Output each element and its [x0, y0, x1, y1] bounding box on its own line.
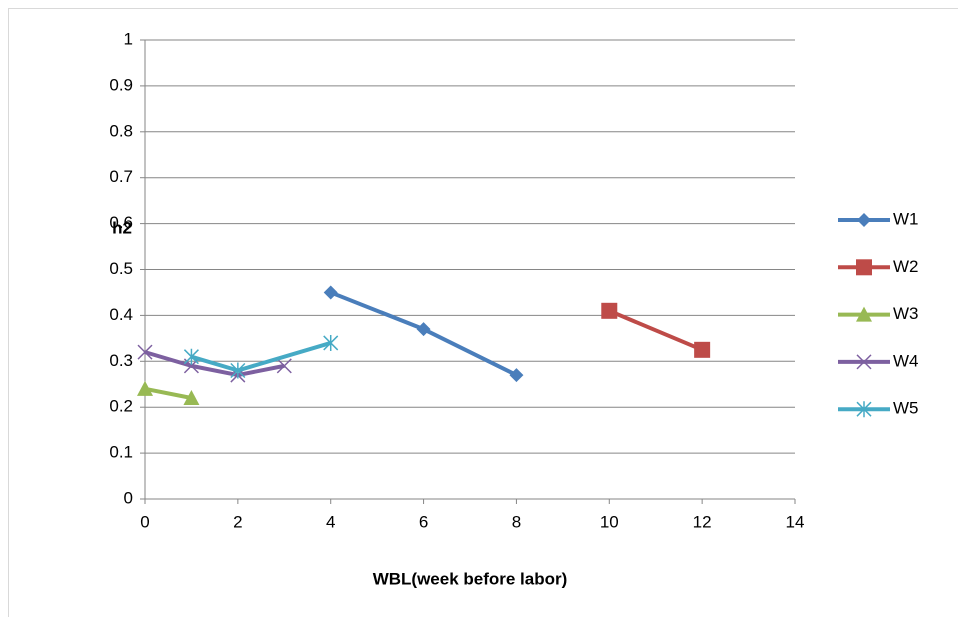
y-tick-label: 1: [124, 29, 133, 48]
y-tick-label: 0.6: [109, 213, 133, 232]
marker: [694, 341, 711, 358]
marker: [601, 302, 618, 319]
series-line: [190, 341, 332, 373]
y-tick-label: 0.7: [109, 167, 133, 186]
x-tick-label: 10: [600, 512, 619, 531]
marker: [137, 344, 153, 360]
y-tick-label: 0.4: [109, 305, 133, 324]
x-tick-label: 6: [419, 512, 428, 531]
series-line: [608, 308, 703, 352]
series-line: [144, 350, 285, 378]
legend-label: W2: [893, 257, 919, 276]
marker: [857, 213, 871, 227]
series-line: [144, 386, 192, 400]
y-tick-label: 0.9: [109, 75, 133, 94]
marker: [183, 348, 199, 365]
marker: [856, 354, 872, 370]
y-tick-label: 0.5: [109, 259, 133, 278]
x-tick-label: 0: [140, 512, 149, 531]
marker: [137, 380, 153, 396]
marker: [856, 306, 872, 322]
y-tick-label: 0.1: [109, 443, 133, 462]
legend-label: W4: [893, 351, 919, 370]
x-axis-label: WBL(week before labor): [373, 569, 568, 588]
y-axis-label: h2: [112, 218, 132, 237]
marker: [323, 334, 339, 351]
marker: [183, 390, 200, 406]
marker: [276, 358, 292, 374]
y-tick-label: 0.3: [109, 351, 133, 370]
marker: [509, 368, 524, 383]
y-tick-label: 0.8: [109, 121, 133, 140]
y-tick-label: 0.2: [109, 397, 133, 416]
x-tick-label: 4: [326, 512, 335, 531]
marker: [856, 259, 872, 276]
legend-label: W1: [893, 209, 919, 228]
y-tick-label: 0: [124, 488, 133, 507]
x-tick-label: 2: [233, 512, 242, 531]
marker: [323, 285, 338, 300]
legend-label: W5: [893, 399, 919, 418]
marker: [856, 401, 872, 418]
marker: [230, 362, 246, 379]
x-tick-label: 8: [512, 512, 521, 531]
x-tick-label: 14: [786, 512, 805, 531]
x-tick-label: 12: [693, 512, 712, 531]
legend-label: W3: [893, 304, 919, 323]
marker: [416, 322, 431, 337]
